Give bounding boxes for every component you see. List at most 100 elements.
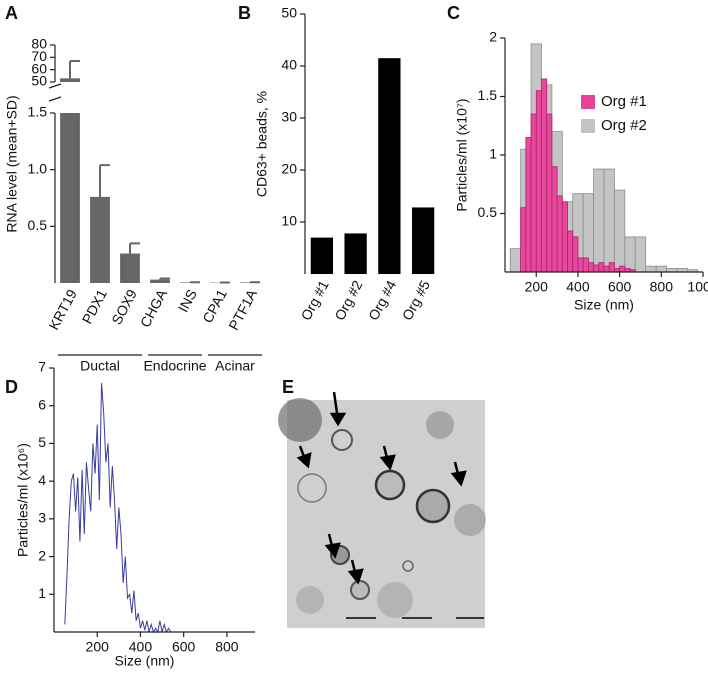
- y-tick-label: 40: [281, 57, 297, 73]
- x-tick-label: Org #4: [365, 277, 399, 322]
- x-axis-label: Size (nm): [574, 297, 634, 313]
- histogram-bar: [634, 236, 647, 273]
- bar: [150, 279, 170, 283]
- panel-label: A: [5, 3, 18, 23]
- histogram-bar: [655, 265, 667, 273]
- histogram-bar: [541, 78, 548, 273]
- y-tick-label: 5: [38, 434, 46, 450]
- y-tick-label: 7: [38, 359, 46, 375]
- y-axis-label: CD63+ beads, %: [254, 91, 270, 197]
- group-label: Endocrine: [143, 358, 206, 374]
- x-tick-label: 800: [215, 639, 239, 655]
- histogram-bar: [645, 265, 657, 273]
- histogram-bar: [608, 262, 615, 273]
- y-tick-label: 10: [281, 213, 297, 229]
- x-tick-label: Org #5: [399, 277, 433, 322]
- line: [64, 383, 173, 634]
- error-bar: [159, 277, 170, 280]
- x-tick-label: Org #1: [298, 277, 332, 322]
- y-tick-label: 0.5: [478, 204, 498, 220]
- y-tick-label: 20: [281, 161, 297, 177]
- histogram-bar: [567, 230, 574, 273]
- histogram-bar: [614, 189, 626, 273]
- histogram-bar: [556, 195, 563, 273]
- group-label: Ductal: [80, 358, 120, 374]
- micrograph: [278, 391, 486, 628]
- x-tick-label: SOX9: [108, 286, 140, 327]
- x-tick-label: 600: [608, 279, 632, 295]
- x-tick-label: PTF1A: [225, 286, 260, 333]
- y-tick-label: 2: [489, 29, 497, 45]
- histogram-bar: [525, 137, 532, 273]
- axis-break: [48, 83, 62, 102]
- histogram-bar: [561, 201, 568, 273]
- bar: [411, 207, 435, 274]
- histogram-bar: [619, 265, 626, 273]
- x-tick-label: 600: [172, 639, 196, 655]
- panel-label: E: [282, 377, 294, 397]
- legend-label: Org #2: [601, 117, 647, 134]
- x-tick-label: 1000: [687, 279, 708, 295]
- x-tick-label: CHGA: [137, 286, 170, 330]
- y-tick-label: 30: [281, 109, 297, 125]
- x-tick-label: CPA1: [199, 286, 230, 325]
- legend-swatch: [581, 119, 595, 133]
- y-tick-label: 3: [38, 510, 46, 526]
- y-tick-label: 1.0: [28, 160, 48, 176]
- y-tick-label: 80: [31, 36, 47, 52]
- y-tick-label: 50: [31, 73, 47, 89]
- y-tick-label: 50: [281, 5, 297, 21]
- histogram-bar: [624, 236, 636, 273]
- x-tick-label: 200: [86, 639, 110, 655]
- y-tick-label: 1.5: [478, 87, 498, 103]
- x-tick-label: 800: [650, 279, 674, 295]
- y-axis-label: RNA level (mean+SD): [4, 95, 20, 232]
- histogram-bar: [551, 166, 558, 273]
- x-tick-label: Org #2: [331, 277, 365, 322]
- histogram-bar: [593, 168, 605, 273]
- y-tick-label: 1.5: [28, 104, 48, 120]
- panel-label: C: [447, 3, 460, 23]
- histogram-bar: [587, 262, 594, 273]
- x-tick-label: 400: [129, 639, 153, 655]
- error-bar: [99, 164, 110, 197]
- histogram-bar: [603, 168, 615, 273]
- x-tick-label: INS: [175, 287, 200, 315]
- y-tick-label: 1: [489, 146, 497, 162]
- bar: [90, 196, 110, 283]
- histogram-bar: [535, 90, 542, 273]
- error-bar: [69, 60, 80, 79]
- legend-label: Org #1: [601, 93, 647, 110]
- histogram-bar: [598, 262, 605, 273]
- x-tick-label: 400: [566, 279, 590, 295]
- bar: [344, 233, 367, 274]
- error-bar: [129, 242, 140, 254]
- panel-label: D: [5, 377, 18, 397]
- bar: [378, 58, 401, 275]
- histogram-bar: [530, 113, 537, 273]
- histogram-bar: [603, 265, 610, 273]
- panel-label: B: [238, 3, 251, 23]
- x-tick-label: PDX1: [79, 286, 110, 326]
- bar: [60, 78, 80, 82]
- y-tick-label: 60: [31, 60, 47, 76]
- histogram-bar: [546, 113, 553, 273]
- x-tick-label: KRT19: [45, 286, 80, 332]
- y-tick-label: 1: [38, 585, 46, 601]
- x-axis-label: Size (nm): [115, 653, 175, 669]
- histogram-bar: [509, 248, 522, 273]
- legend-swatch: [581, 95, 595, 109]
- histogram-bar: [520, 207, 527, 273]
- x-tick-label: 200: [525, 279, 549, 295]
- bar: [60, 113, 80, 283]
- y-tick-label: 6: [38, 396, 46, 412]
- histogram-bar: [593, 264, 600, 273]
- y-axis-label: Particles/ml (x10⁷): [454, 98, 470, 211]
- bar: [310, 237, 334, 274]
- y-axis-label: Particles/ml (x10⁶): [15, 443, 31, 557]
- bar: [120, 253, 140, 283]
- y-tick-label: 0.5: [28, 217, 48, 233]
- histogram-bar: [572, 236, 579, 273]
- y-tick-label: 2: [38, 547, 46, 563]
